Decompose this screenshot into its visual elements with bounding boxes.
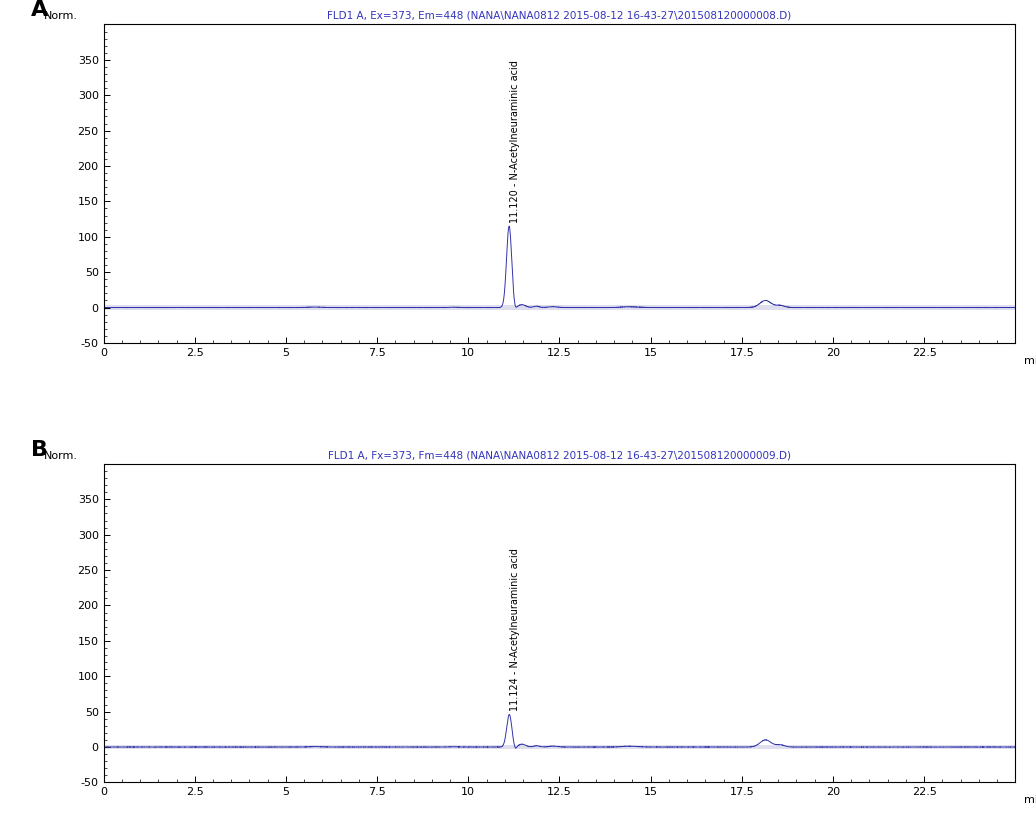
Text: min: min (1025, 795, 1036, 805)
Text: Norm.: Norm. (45, 11, 79, 21)
Text: min: min (1025, 355, 1036, 366)
Text: Norm.: Norm. (45, 451, 79, 460)
Bar (104, 306, 1015, 310)
Bar (104, 745, 1015, 749)
Title: FLD1 A, Ex=373, Em=448 (NANA\NANA0812 2015-08-12 16-43-27\201508120000008.D): FLD1 A, Ex=373, Em=448 (NANA\NANA0812 20… (327, 11, 792, 21)
Text: A: A (31, 0, 49, 20)
Text: B: B (31, 440, 48, 460)
Text: 11.124 - N-Acetylneuraminic acid: 11.124 - N-Acetylneuraminic acid (510, 548, 520, 711)
Title: FLD1 A, Fx=373, Fm=448 (NANA\NANA0812 2015-08-12 16-43-27\201508120000009.D): FLD1 A, Fx=373, Fm=448 (NANA\NANA0812 20… (328, 451, 790, 460)
Text: 11.120 - N-Acetylneuraminic acid: 11.120 - N-Acetylneuraminic acid (510, 59, 520, 222)
